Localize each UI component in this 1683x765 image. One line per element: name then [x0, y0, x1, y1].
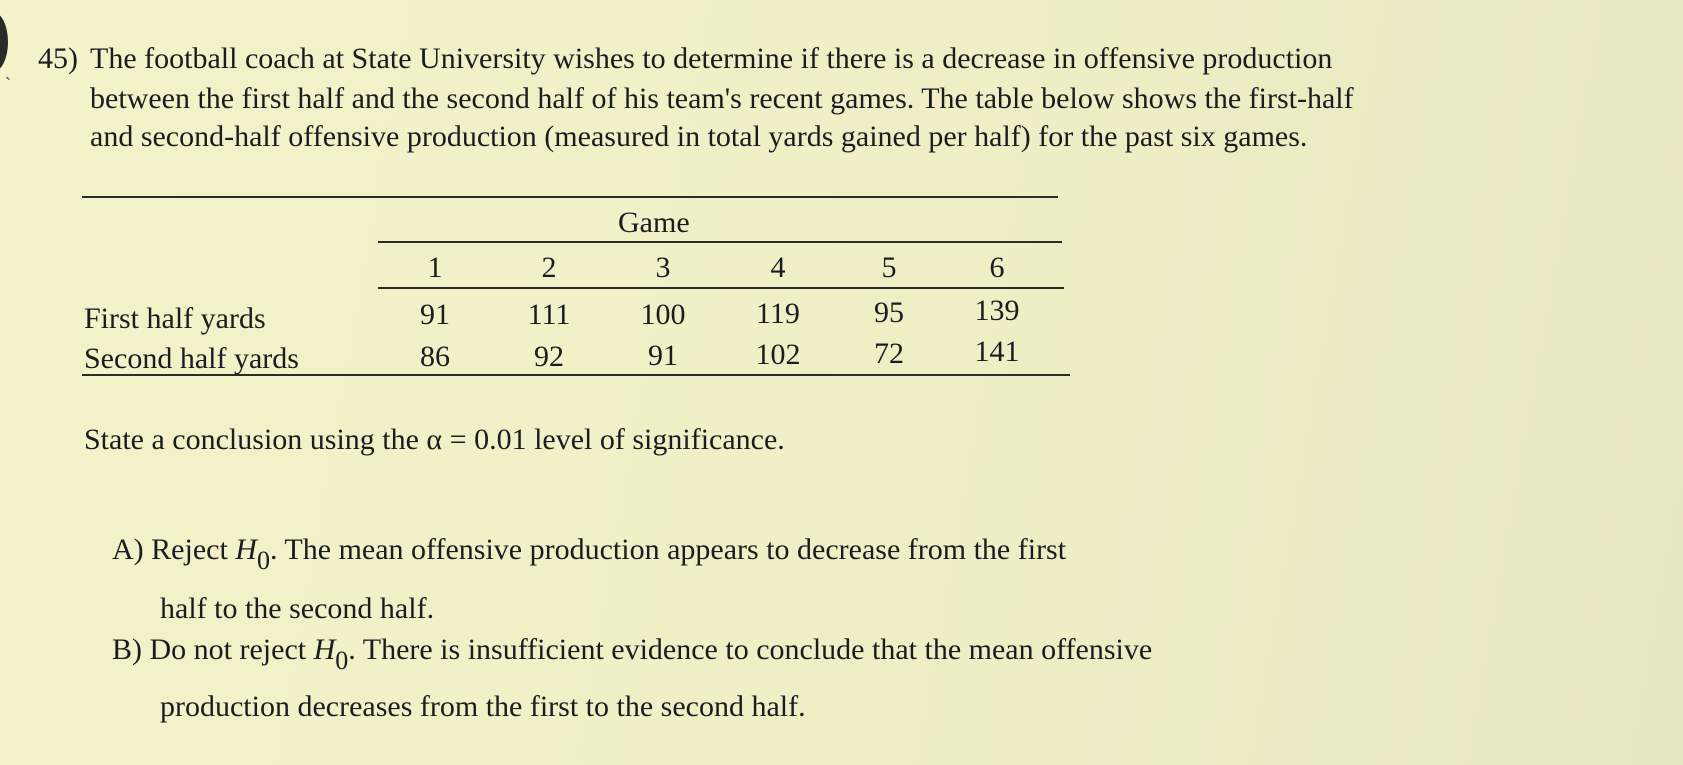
table-cell: 95	[874, 296, 904, 329]
column-header-game-4: 4	[770, 251, 786, 284]
table-cell: 141	[974, 335, 1020, 368]
table-cell: 100	[640, 298, 686, 331]
option-b-text: . There is insufficient evidence to conc…	[348, 633, 1153, 666]
row-label-first-half: First half yards	[84, 302, 266, 335]
table-top-rule	[82, 196, 1058, 198]
option-a-text: . The mean offensive production appears …	[269, 533, 1067, 566]
column-header-rule	[378, 287, 1064, 289]
table-cell: 91	[420, 298, 450, 331]
option-a-null-hypothesis: H0	[235, 533, 270, 575]
h-symbol: H	[235, 533, 257, 566]
option-b-lead: Do not reject	[149, 633, 307, 666]
table-cell: 72	[874, 337, 904, 370]
option-b-letter: B)	[112, 633, 142, 666]
table-cell: 119	[756, 297, 800, 330]
question-text-line-3: and second-half offensive production (me…	[90, 120, 1308, 153]
question-text-line-2: between the first half and the second ha…	[90, 82, 1354, 115]
margin-mark: ˋ	[5, 74, 11, 94]
game-group-header: Game	[618, 206, 690, 239]
option-b-line-2: production decreases from the first to t…	[160, 690, 806, 723]
table-bottom-rule	[82, 374, 1070, 376]
column-header-game-5: 5	[881, 251, 897, 284]
table-cell: 139	[974, 294, 1020, 327]
h-symbol: H	[313, 633, 336, 666]
table-cell: 91	[648, 339, 678, 372]
option-a-line-2: half to the second half.	[160, 592, 435, 625]
binder-ring-shadow	[0, 12, 8, 72]
column-header-game-3: 3	[655, 251, 671, 284]
question-number: 45)	[38, 42, 78, 75]
option-a-letter: A)	[112, 533, 144, 566]
row-label-second-half: Second half yards	[84, 342, 299, 375]
option-b-line-1[interactable]: B) Do not reject H0. There is insufficie…	[112, 633, 1153, 675]
question-text-line-1: The football coach at State University w…	[90, 42, 1333, 75]
option-a-lead: Reject	[151, 533, 228, 566]
table-cell: 92	[534, 340, 564, 373]
column-header-game-6: 6	[989, 251, 1005, 284]
h-subscript: 0	[335, 646, 349, 675]
column-header-game-1: 1	[427, 251, 443, 284]
column-header-game-2: 2	[541, 251, 557, 284]
h-subscript: 0	[256, 546, 270, 575]
game-header-rule	[378, 241, 1062, 243]
conclusion-prompt: State a conclusion using the α = 0.01 le…	[84, 423, 785, 456]
option-b-null-hypothesis: H0	[313, 633, 349, 675]
option-a-line-1[interactable]: A) Reject H0. The mean offensive product…	[112, 533, 1067, 575]
table-cell: 102	[755, 338, 801, 371]
table-cell: 111	[527, 298, 571, 331]
table-cell: 86	[420, 340, 450, 373]
